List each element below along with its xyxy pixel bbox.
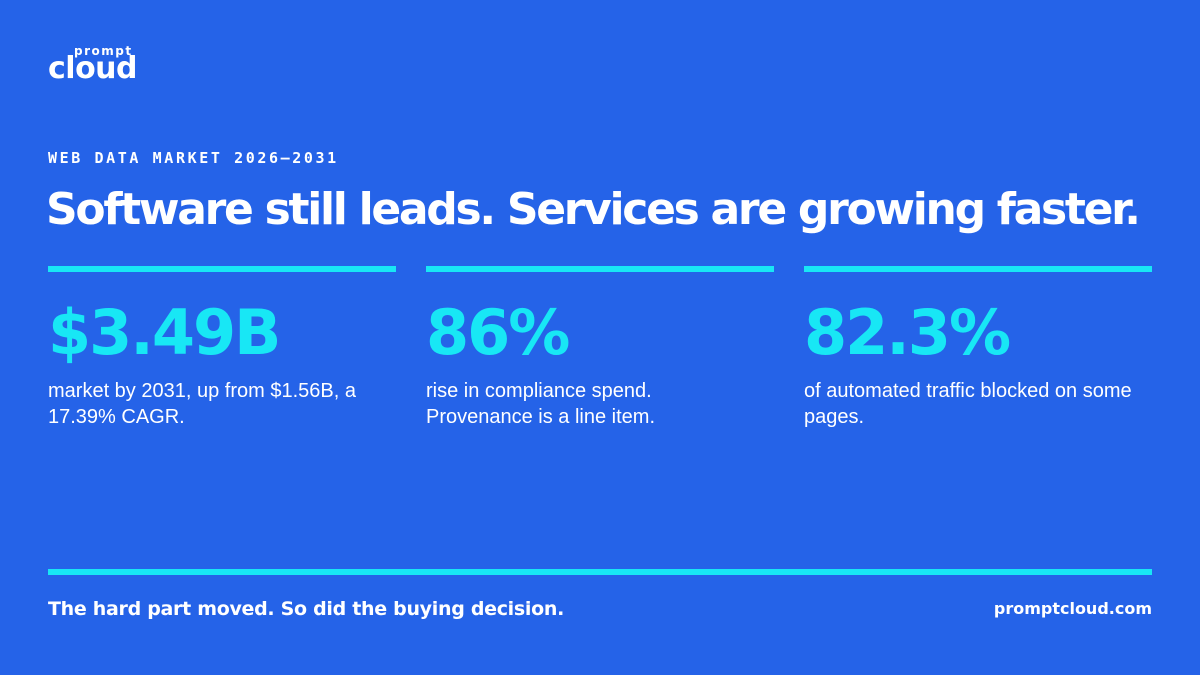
stat-description: rise in compliance spend. Provenance is … bbox=[426, 380, 656, 428]
footer-divider bbox=[48, 569, 1152, 575]
footer-tagline: The hard part moved. So did the buying d… bbox=[48, 598, 565, 620]
stat-value: 82.3% bbox=[804, 296, 1011, 369]
logo-prompt-text: prompt bbox=[74, 44, 133, 58]
stat-card-compliance: 86% rise in compliance spend. Provenance… bbox=[426, 266, 774, 430]
stat-divider bbox=[48, 266, 396, 272]
stat-value: 86% bbox=[426, 296, 570, 369]
stat-divider bbox=[804, 266, 1152, 272]
stat-divider bbox=[426, 266, 774, 272]
eyebrow-label: WEB DATA MARKET 2026–2031 bbox=[48, 149, 339, 167]
website-url: promptcloud.com bbox=[993, 599, 1152, 618]
logo-cloud-text: cloud bbox=[48, 51, 138, 86]
headline: Software still leads. Services are growi… bbox=[46, 184, 1141, 235]
stat-description: of automated traffic blocked on some pag… bbox=[804, 380, 1132, 428]
stat-value: $3.49B bbox=[48, 296, 281, 369]
stat-card-traffic: 82.3% of automated traffic blocked on so… bbox=[804, 266, 1152, 430]
promptcloud-logo: prompt cloud bbox=[48, 44, 138, 86]
stat-description: market by 2031, up from $1.56B, a 17.39%… bbox=[48, 380, 356, 428]
stat-card-market: $3.49B market by 2031, up from $1.56B, a… bbox=[48, 266, 396, 430]
